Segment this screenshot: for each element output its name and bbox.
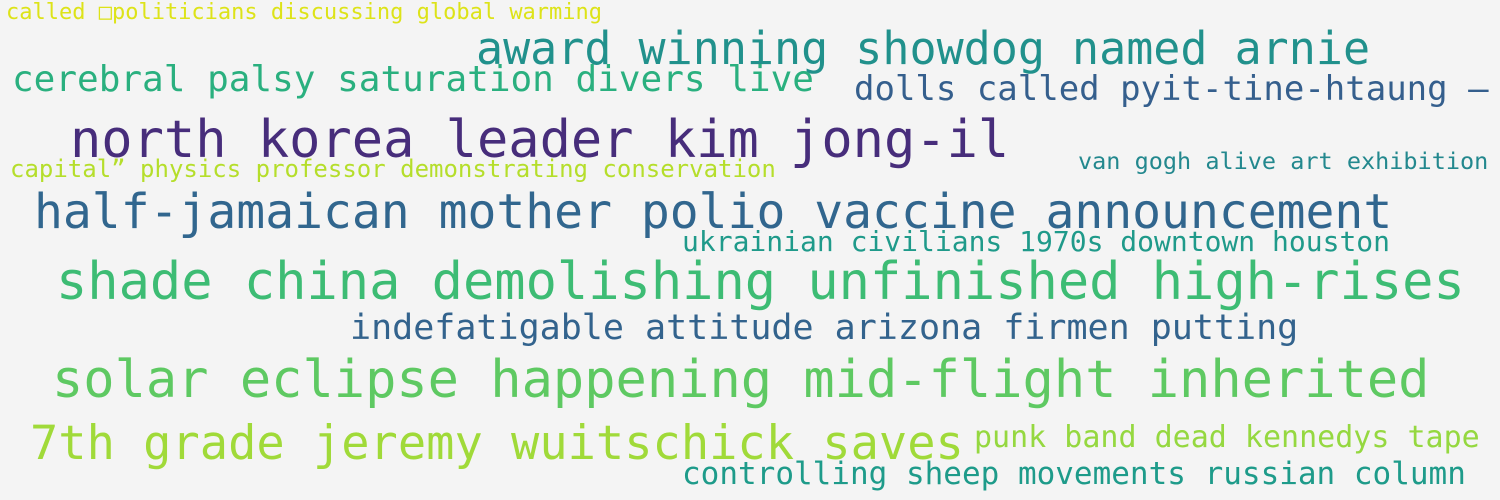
cloud-phrase: punk band dead kennedys tape (974, 420, 1480, 455)
cloud-phrase: award winning showdog named arnie (476, 22, 1371, 75)
cloud-phrase: controlling sheep movements russian colu… (682, 456, 1466, 492)
cloud-phrase: shade china demolishing unfinished high-… (56, 252, 1465, 312)
cloud-phrase: called □politicians discussing global wa… (6, 0, 603, 25)
cloud-phrase: north korea leader kim jong-il (70, 110, 1010, 170)
cloud-phrase: ukrainian civilians 1970s downtown houst… (682, 225, 1391, 258)
cloud-phrase: 7th grade jeremy wuitschick saves (30, 416, 964, 471)
cloud-phrase: cerebral palsy saturation divers live (12, 59, 814, 100)
cloud-phrase: indefatigable attitude arizona firmen pu… (350, 308, 1299, 348)
cloud-phrase: capital” physics professor demonstrating… (10, 155, 776, 183)
cloud-phrase: dolls called pyit-tine-htaung – (854, 69, 1489, 109)
cloud-phrase: van gogh alive art exhibition (1078, 147, 1489, 175)
cloud-phrase: solar eclipse happening mid-flight inher… (52, 350, 1430, 410)
cloud-phrase: half-jamaican mother polio vaccine annou… (34, 184, 1393, 240)
